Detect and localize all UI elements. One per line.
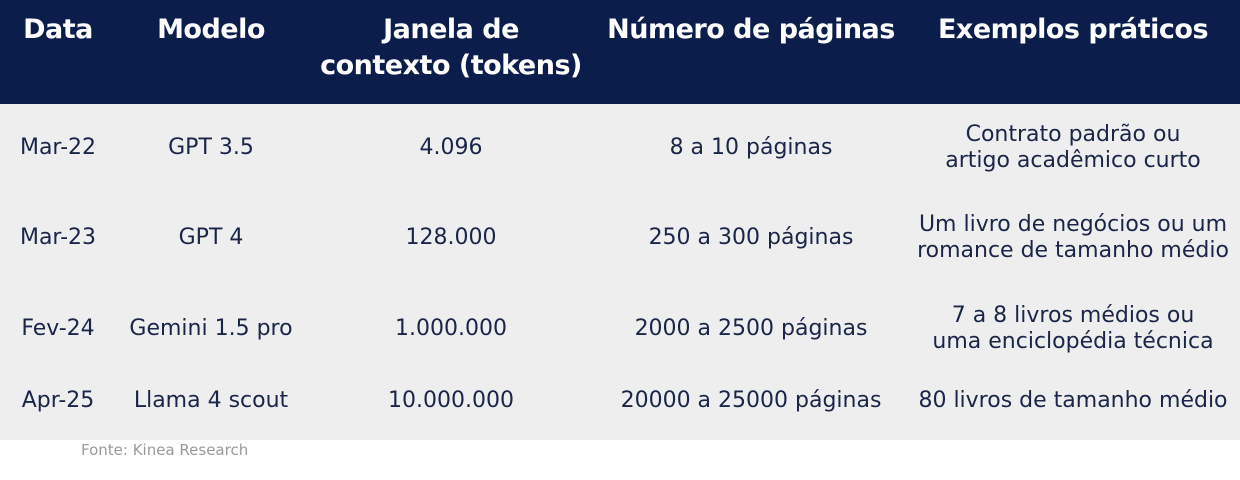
cell-examples-line1: 7 a 8 livros médios ou <box>951 303 1195 328</box>
context-window-table: Data Modelo Janela de contexto (tokens) … <box>0 0 1240 440</box>
header-context-window-line1: Janela de <box>383 14 519 45</box>
cell-date: Mar-23 <box>19 225 97 250</box>
cell-pages: 8 a 10 páginas <box>669 135 833 160</box>
cell-tokens: 1.000.000 <box>395 316 507 341</box>
cell-model: GPT 3.5 <box>168 135 254 160</box>
table-body: Mar-22 GPT 3.5 4.096 8 a 10 páginas Cont… <box>0 104 1240 440</box>
cell-examples-line2: romance de tamanho médio <box>917 238 1229 263</box>
header-model: Modelo <box>157 14 265 45</box>
cell-model: Llama 4 scout <box>133 388 289 413</box>
cell-tokens: 128.000 <box>405 225 497 250</box>
header-row: Data Modelo Janela de contexto (tokens) … <box>0 0 1240 104</box>
table-row: Mar-22 GPT 3.5 4.096 8 a 10 páginas Cont… <box>0 104 1240 192</box>
cell-examples-line2: artigo acadêmico curto <box>945 148 1201 173</box>
header-examples: Exemplos práticos <box>937 14 1209 45</box>
cell-pages: 2000 a 2500 páginas <box>634 316 868 341</box>
cell-examples-line1: 80 livros de tamanho médio <box>918 388 1228 413</box>
table-row: Apr-25 Llama 4 scout 10.000.000 20000 a … <box>0 374 1240 440</box>
header-date: Data <box>23 14 93 45</box>
cell-pages: 20000 a 25000 páginas <box>620 388 882 413</box>
cell-examples-line1: Contrato padrão ou <box>965 122 1181 147</box>
table-row: Fev-24 Gemini 1.5 pro 1.000.000 2000 a 2… <box>0 284 1240 374</box>
cell-tokens: 10.000.000 <box>388 388 514 413</box>
table-row: Mar-23 GPT 4 128.000 250 a 300 páginas U… <box>0 192 1240 284</box>
cell-pages: 250 a 300 páginas <box>648 225 854 250</box>
table-header: Data Modelo Janela de contexto (tokens) … <box>0 0 1240 104</box>
cell-examples: Contrato padrão ou artigo acadêmico curt… <box>906 104 1240 192</box>
cell-examples: 80 livros de tamanho médio <box>906 374 1240 440</box>
cell-examples: Um livro de negócios ou um romance de ta… <box>906 192 1240 284</box>
cell-date: Fev-24 <box>21 316 95 341</box>
cell-model: GPT 4 <box>178 225 244 250</box>
cell-tokens: 4.096 <box>419 135 483 160</box>
cell-model: Gemini 1.5 pro <box>129 316 293 341</box>
cell-date: Mar-22 <box>19 135 97 160</box>
header-pages: Número de páginas <box>607 14 895 45</box>
source-note: Fonte: Kinea Research <box>81 441 249 459</box>
cell-date: Apr-25 <box>21 388 95 413</box>
cell-examples: 7 a 8 livros médios ou uma enciclopédia … <box>906 284 1240 374</box>
cell-examples-line1: Um livro de negócios ou um <box>918 212 1228 237</box>
header-context-window-line2: contexto (tokens) <box>320 50 582 81</box>
cell-examples-line2: uma enciclopédia técnica <box>932 329 1214 354</box>
header-context-window: Janela de contexto (tokens) <box>306 0 596 104</box>
